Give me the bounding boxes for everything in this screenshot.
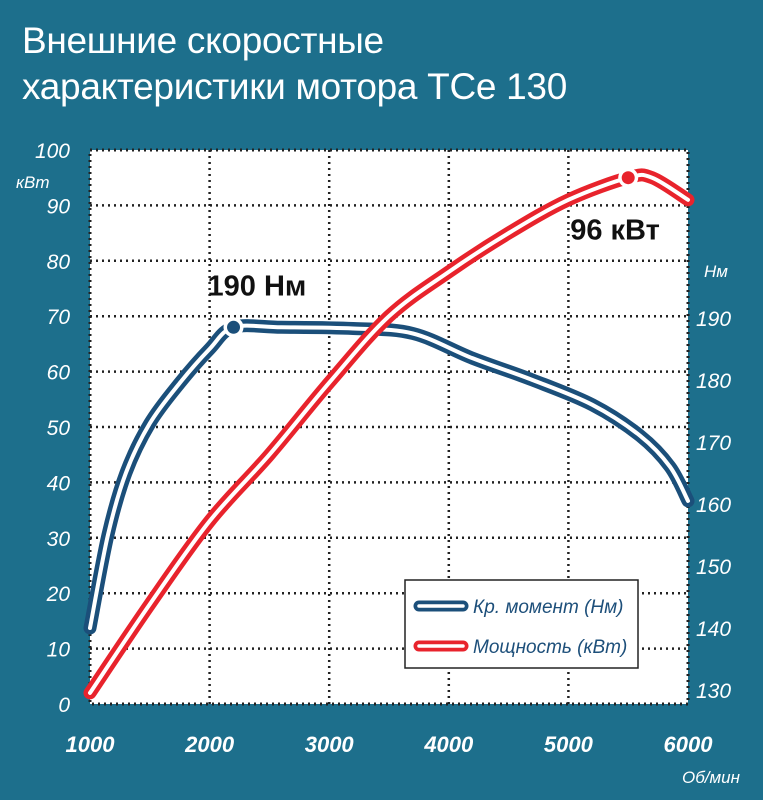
y-left-tick-label: 80 (47, 251, 71, 274)
x-tick-label: 5000 (544, 732, 594, 757)
y-left-tick-label: 20 (46, 583, 71, 606)
y-left-tick-label: 60 (47, 362, 71, 385)
annotation-marker (621, 171, 635, 185)
series-line-inner-0 (88, 323, 690, 630)
y-left-tick-label: 30 (47, 528, 71, 551)
y-left-tick-label: 100 (35, 140, 70, 163)
legend-box (404, 579, 639, 669)
y-right-tick-label: 190 (696, 308, 731, 331)
x-tick-label: 4000 (423, 732, 474, 757)
x-tick-label: 1000 (66, 732, 116, 757)
y-left-tick-label: 10 (47, 639, 71, 662)
annotation-label: 96 кВт (570, 215, 660, 247)
y-right-tick-label: 180 (696, 370, 731, 393)
y-left-tick-label: 70 (47, 306, 71, 329)
x-tick-label: 3000 (305, 732, 355, 757)
y-left-tick-label: 90 (47, 195, 71, 218)
y-right-tick-label: 140 (696, 618, 731, 641)
x-tick-label: 6000 (664, 732, 714, 757)
legend-label: Кр. момент (Нм) (473, 597, 623, 618)
y-right-tick-label: 150 (696, 556, 731, 579)
annotation-marker (227, 320, 241, 334)
legend-label: Мощность (кВт) (473, 637, 627, 658)
x-unit-label: Об/мин (682, 768, 741, 787)
y-left-tick-label: 0 (58, 694, 70, 717)
chart-title-line-2: характеристики мотора TCe 130 (22, 66, 567, 107)
y-left-tick-label: 40 (47, 472, 71, 495)
annotation-label: 190 Нм (208, 270, 307, 302)
y-right-unit-label: Нм (704, 262, 728, 281)
y-right-tick-label: 170 (696, 432, 731, 455)
x-tick-label: 2000 (184, 732, 235, 757)
y-left-tick-label: 50 (47, 417, 71, 440)
y-right-tick-label: 160 (696, 494, 731, 517)
y-right-tick-label: 130 (696, 680, 731, 703)
y-left-unit-label: кВт (16, 173, 50, 192)
chart-title-line-1: Внешние скоростные (22, 20, 384, 61)
chart-title: Внешние скоростные характеристики мотора… (22, 18, 567, 110)
